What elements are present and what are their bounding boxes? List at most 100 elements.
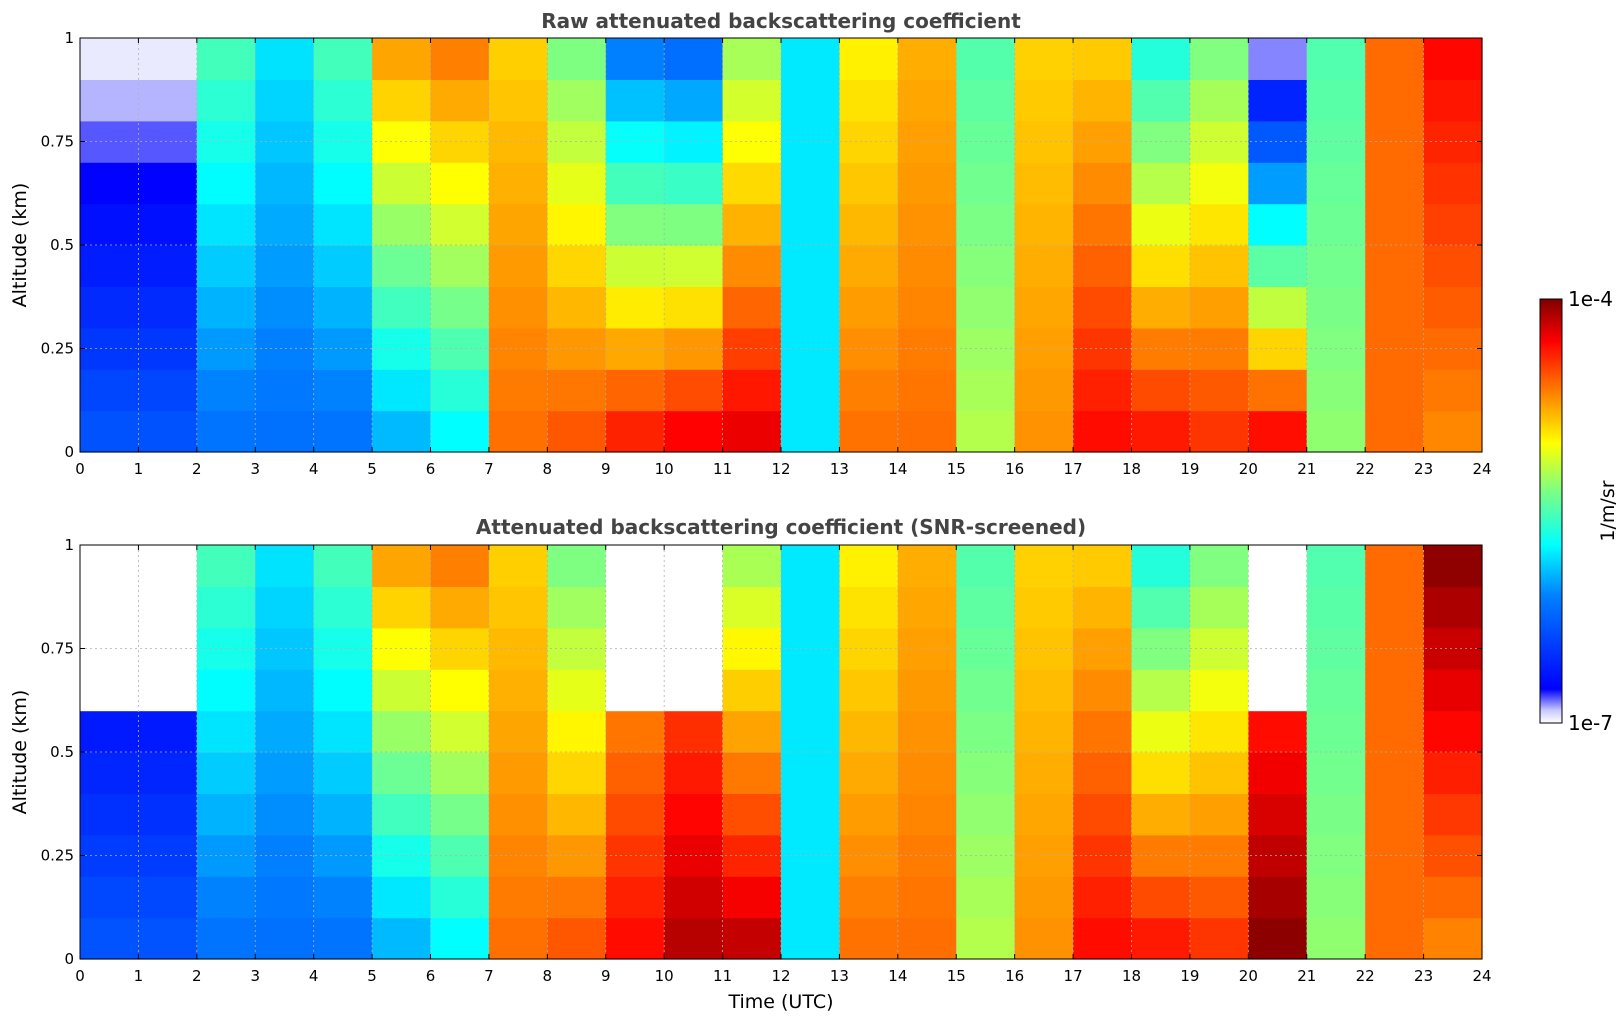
heatmap-cell <box>488 793 548 836</box>
heatmap-cell <box>897 286 957 329</box>
heatmap-cell <box>781 162 841 205</box>
x-tick-label: 14 <box>888 967 907 985</box>
y-tick-label: 0.5 <box>50 743 74 761</box>
heatmap-cell <box>1306 752 1366 794</box>
heatmap-cell <box>372 876 432 919</box>
heatmap-cell <box>1014 38 1074 80</box>
heatmap-cell <box>1131 752 1191 794</box>
heatmap-cell <box>956 752 1016 794</box>
colorbar-max-label: 1e-4 <box>1568 287 1613 311</box>
y-tick-label: 1 <box>64 536 74 554</box>
heatmap-cell <box>605 410 665 453</box>
heatmap-cell <box>664 917 724 960</box>
heatmap-cell <box>605 203 665 246</box>
heatmap-cell <box>1189 38 1249 80</box>
heatmap-cell <box>1014 917 1074 960</box>
heatmap-cell <box>255 286 315 329</box>
heatmap-cell <box>839 120 899 163</box>
heatmap-cell <box>605 793 665 836</box>
heatmap-cell <box>313 162 373 205</box>
heatmap-cell <box>1306 710 1366 753</box>
screened-backscatter-panel: Attenuated backscattering coefficient (S… <box>9 515 1492 1013</box>
heatmap-cell <box>1073 79 1133 122</box>
heatmap-cell <box>430 79 490 122</box>
heatmap-cell <box>255 245 315 287</box>
heatmap-cell <box>605 669 665 712</box>
heatmap-cell <box>1365 410 1425 453</box>
x-tick-label: 22 <box>1356 460 1375 478</box>
x-tick-label: 7 <box>484 460 494 478</box>
x-tick-label: 3 <box>250 460 260 478</box>
heatmap-cell <box>1365 793 1425 836</box>
heatmap-cell <box>80 710 140 753</box>
heatmap-cell <box>956 369 1016 412</box>
heatmap-cell <box>605 162 665 205</box>
x-tick-label: 21 <box>1297 460 1316 478</box>
x-tick-label: 20 <box>1239 967 1258 985</box>
heatmap-cell <box>781 752 841 794</box>
x-tick-label: 11 <box>713 967 732 985</box>
y-tick-label: 0.25 <box>41 847 74 865</box>
heatmap-cell <box>372 162 432 205</box>
heatmap-cell <box>839 669 899 712</box>
heatmap-cell <box>1131 410 1191 453</box>
heatmap-cell <box>1073 369 1133 412</box>
heatmap-cell <box>488 917 548 960</box>
heatmap-cell <box>722 752 782 794</box>
heatmap-cell <box>1365 669 1425 712</box>
colorbar-gradient <box>1539 298 1563 724</box>
heatmap-cell <box>839 245 899 287</box>
heatmap-cell <box>1014 627 1074 670</box>
heatmap-cell <box>255 876 315 919</box>
heatmap-cell <box>1131 245 1191 287</box>
heatmap-cell <box>1248 369 1308 412</box>
heatmap-cell <box>722 162 782 205</box>
heatmap-cell <box>138 586 198 629</box>
heatmap-cell <box>372 917 432 960</box>
raw-backscatter-panel: Raw attenuated backscattering coefficien… <box>9 9 1492 478</box>
heatmap-cell <box>1014 586 1074 629</box>
heatmap-cell <box>430 917 490 960</box>
heatmap-cell <box>80 627 140 670</box>
heatmap-cell <box>781 245 841 287</box>
heatmap-cell <box>1189 627 1249 670</box>
heatmap-cell <box>1248 245 1308 287</box>
heatmap-cell <box>196 203 256 246</box>
heatmap-cell <box>1073 410 1133 453</box>
heatmap-cell <box>372 203 432 246</box>
x-tick-label: 18 <box>1122 967 1141 985</box>
heatmap-cell <box>722 710 782 753</box>
raw-x-axis: 0 1 2 3 4 5 6 7 8 9 10 11 12 13 14 15 16 17 18 19 20 21 22 23 24 <box>75 38 1492 478</box>
x-tick-label: 14 <box>888 460 907 478</box>
heatmap-cell <box>664 793 724 836</box>
heatmap-cell <box>1365 545 1425 587</box>
heatmap-cell <box>1365 876 1425 919</box>
heatmap-cell <box>1306 245 1366 287</box>
heatmap-cell <box>1306 876 1366 919</box>
heatmap-cell <box>255 545 315 587</box>
heatmap-cell <box>488 203 548 246</box>
heatmap-cell <box>1073 627 1133 670</box>
heatmap-cell <box>1365 286 1425 329</box>
heatmap-cell <box>1423 245 1483 287</box>
heatmap-cell <box>839 917 899 960</box>
x-tick-label: 6 <box>426 967 436 985</box>
heatmap-cell <box>196 410 256 453</box>
heatmap-cell <box>430 286 490 329</box>
heatmap-cell <box>313 627 373 670</box>
heatmap-cell <box>1073 286 1133 329</box>
heatmap-cell <box>488 369 548 412</box>
raw-grid <box>80 38 1482 452</box>
heatmap-cell <box>1306 286 1366 329</box>
raw-y-axis-label: Altitude (km) <box>9 183 31 308</box>
heatmap-cell <box>372 793 432 836</box>
heatmap-cell <box>664 669 724 712</box>
heatmap-cell <box>255 793 315 836</box>
heatmap-cell <box>1248 586 1308 629</box>
heatmap-cell <box>547 286 607 329</box>
heatmap-cell <box>1131 710 1191 753</box>
heatmap-cell <box>1014 369 1074 412</box>
heatmap-cell <box>1248 669 1308 712</box>
heatmap-cell <box>897 752 957 794</box>
